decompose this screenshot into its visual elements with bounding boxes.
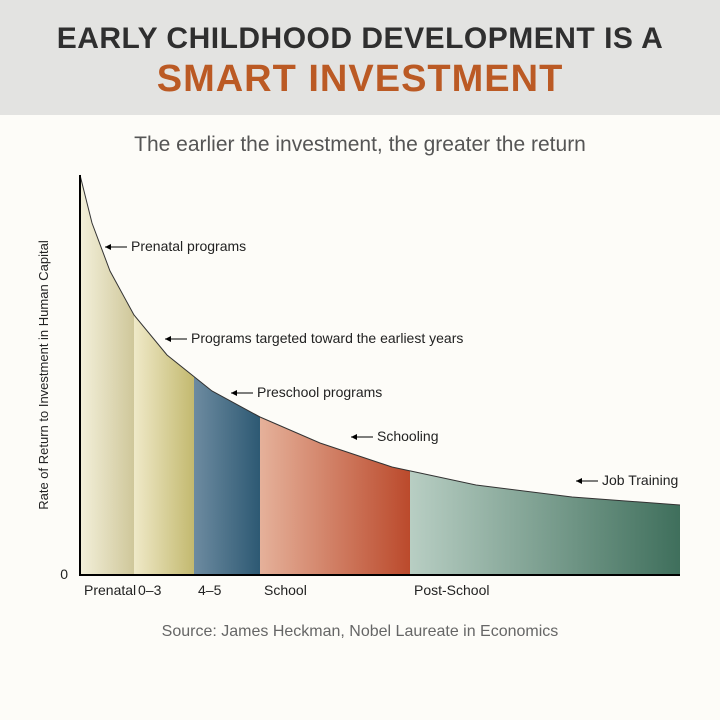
title-line-1: EARLY CHILDHOOD DEVELOPMENT IS A xyxy=(10,22,710,56)
y-axis-label: Rate of Return to Investment in Human Ca… xyxy=(36,240,51,510)
xlabel-school: School xyxy=(264,582,307,598)
heckman-curve-chart: 0 Prenatal0–3 4–5 School Post-School Rate of … xyxy=(30,165,690,615)
annotation-text-3: Schooling xyxy=(377,428,439,444)
subtitle: The earlier the investment, the greater … xyxy=(0,133,720,157)
title-band: EARLY CHILDHOOD DEVELOPMENT IS A SMART I… xyxy=(0,0,720,115)
band-zero_three xyxy=(134,315,194,575)
annotation-text-4: Job Training xyxy=(602,472,678,488)
source-line: Source: James Heckman, Nobel Laureate in… xyxy=(0,623,720,641)
band-four_five xyxy=(194,377,260,575)
title-line-2: SMART INVESTMENT xyxy=(10,58,710,101)
chart-svg: 0 Prenatal0–3 4–5 School Post-School Rate of … xyxy=(30,165,690,615)
y-zero-label: 0 xyxy=(60,566,68,582)
annotation-text-1: Programs targeted toward the earliest ye… xyxy=(191,330,463,346)
xlabel-post: Post-School xyxy=(414,582,489,598)
infographic: { "title_line1": "EARLY CHILDHOOD DEVELO… xyxy=(0,0,720,720)
annotation-text-2: Preschool programs xyxy=(257,384,382,400)
xlabel-zero_three: 0–3 xyxy=(138,582,162,598)
band-prenatal xyxy=(80,175,134,575)
xlabel-four_five: 4–5 xyxy=(198,582,222,598)
annotation-text-0: Prenatal programs xyxy=(131,238,246,254)
xlabel-prenatal: Prenatal xyxy=(84,582,136,598)
